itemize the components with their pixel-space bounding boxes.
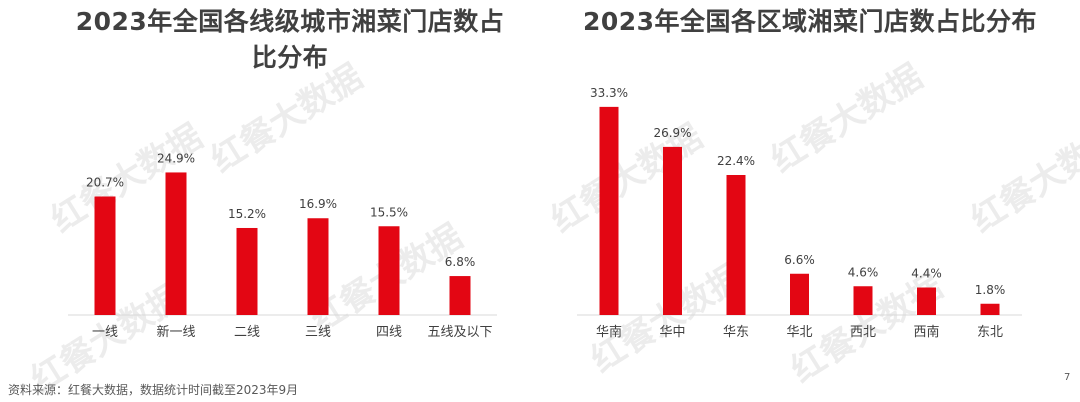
x-tick-label: 华中 bbox=[659, 325, 685, 340]
bar bbox=[236, 227, 258, 315]
data-label: 16.9% bbox=[299, 197, 337, 211]
data-label: 33.3% bbox=[590, 86, 628, 100]
x-tick-label: 华北 bbox=[786, 325, 812, 340]
data-label: 15.2% bbox=[228, 207, 266, 221]
data-label: 4.4% bbox=[911, 267, 942, 281]
x-tick-label: 东北 bbox=[977, 325, 1003, 340]
x-tick-label: 三线 bbox=[305, 325, 331, 340]
bar bbox=[378, 226, 400, 315]
x-tick-label: 华东 bbox=[723, 325, 749, 340]
bar bbox=[449, 276, 471, 315]
bar bbox=[790, 273, 809, 315]
data-label: 4.6% bbox=[848, 265, 879, 279]
x-tick-label: 四线 bbox=[376, 325, 402, 340]
x-tick-label: 华南 bbox=[596, 324, 622, 340]
data-label: 6.6% bbox=[784, 253, 815, 267]
bar bbox=[980, 303, 1000, 315]
x-tick-label: 五线及以下 bbox=[427, 325, 492, 340]
page-number: 7 bbox=[1064, 372, 1071, 383]
x-tick-label: 西南 bbox=[913, 324, 939, 340]
data-label: 26.9% bbox=[653, 126, 691, 140]
chart-title-city-tier: 2023年全国各线级城市湘菜门店数占比分布 bbox=[75, 7, 505, 72]
x-tick-label: 一线 bbox=[92, 325, 118, 340]
data-label: 24.9% bbox=[157, 151, 195, 165]
chart-title-region: 2023年全国各区域湘菜门店数占比分布 bbox=[582, 7, 1038, 36]
bar-chart-region: 33.3% 华南 26.9% 华中 22.4% 华东 6.6% 华北 4.6% 西北 4.4% 西南 1… bbox=[577, 86, 1022, 340]
data-label: 1.8% bbox=[975, 283, 1006, 297]
bar bbox=[726, 175, 746, 315]
bar bbox=[307, 218, 329, 315]
x-tick-label: 新一线 bbox=[156, 324, 195, 340]
bar bbox=[165, 172, 187, 315]
bar-chart-city-tier: 20.7% 一线 24.9% 新一线 15.2% 二线 16.9% 三线 15.5% 四线 6.8%… bbox=[68, 151, 497, 340]
bar bbox=[663, 146, 682, 315]
x-tick-label: 西北 bbox=[850, 325, 876, 340]
data-label: 20.7% bbox=[86, 175, 124, 189]
bar bbox=[853, 286, 873, 315]
bar bbox=[917, 287, 936, 315]
x-tick-label: 二线 bbox=[234, 325, 260, 340]
source-note: 资料来源：红餐大数据，数据统计时间截至2023年9月 bbox=[8, 383, 299, 397]
data-label: 22.4% bbox=[717, 154, 755, 168]
data-label: 15.5% bbox=[370, 205, 408, 219]
bar bbox=[599, 106, 619, 315]
bar bbox=[94, 196, 116, 315]
data-label: 6.8% bbox=[445, 255, 476, 269]
